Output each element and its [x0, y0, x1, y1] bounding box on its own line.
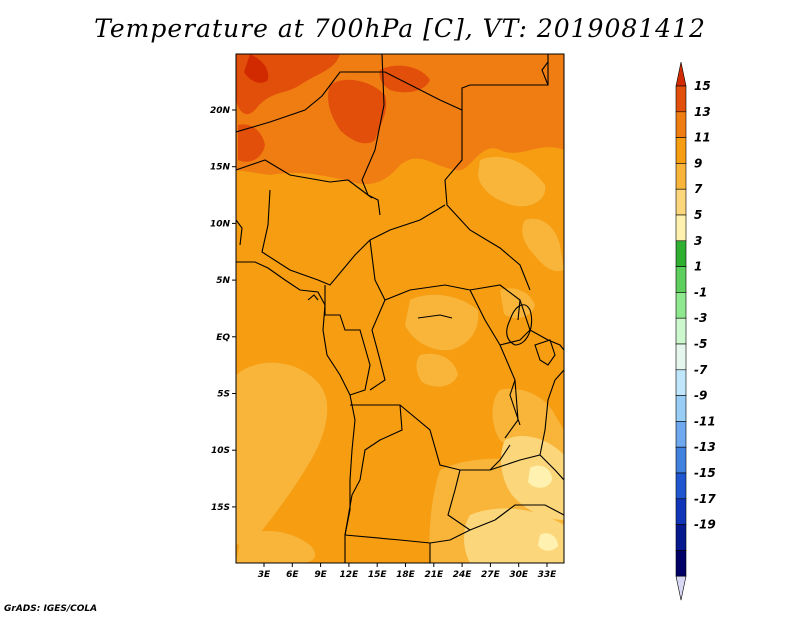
grads-credit: GrADS: IGES/COLA [4, 604, 98, 614]
colorbar-swatch [675, 498, 687, 525]
colorbar-label: -17 [694, 492, 716, 506]
x-tick-label: 33E [538, 570, 558, 580]
y-tick-label: 10S [211, 446, 230, 456]
colorbar-label: -11 [694, 414, 716, 428]
colorbar-label: -5 [694, 337, 707, 351]
colorbar-label: 15 [694, 79, 711, 93]
x-tick-label: 30E [509, 570, 529, 580]
colorbar-swatch [675, 240, 687, 267]
colorbar-swatch [675, 292, 687, 319]
y-axis: 20N 15N 10N 5N EQ 5S 10S 15S [210, 106, 236, 513]
x-tick-label: 18E [396, 570, 416, 580]
x-tick-label: 24E [453, 570, 473, 580]
colorbar-swatch [675, 472, 687, 500]
colorbar-swatch [675, 343, 687, 371]
colorbar-label: 3 [694, 234, 702, 248]
colorbar-label: 5 [694, 208, 702, 222]
y-tick-label: EQ [216, 333, 230, 343]
colorbar-swatch [675, 421, 687, 448]
colorbar-swatch [675, 550, 687, 577]
colorbar-swatch [675, 317, 687, 345]
colorbar-swatch [675, 266, 687, 293]
colorbar-label: -15 [694, 466, 716, 480]
x-tick-label: 9E [314, 570, 327, 580]
colorbar-bottom-arrow [675, 575, 687, 601]
colorbar-swatch [675, 214, 687, 242]
colorbar-swatch [675, 163, 687, 190]
colorbar-label: -7 [694, 363, 708, 377]
x-tick-label: 12E [340, 570, 360, 580]
colorbar-swatch [675, 369, 687, 396]
y-tick-label: 15N [210, 163, 231, 173]
x-tick-label: 3E [258, 570, 271, 580]
colorbar-swatch [675, 524, 687, 551]
colorbar-swatch [675, 111, 687, 138]
colorbar-swatch [675, 85, 687, 113]
colorbar-swatch [675, 137, 687, 164]
y-tick-label: 5N [216, 276, 230, 286]
colorbar-label: -13 [694, 440, 716, 454]
colorbar-label: 13 [694, 105, 711, 119]
x-axis: 3E 6E 9E 12E 15E 18E 21E 24E 27E 30E 33E [258, 563, 557, 580]
colorbar: 15 13 11 9 7 5 3 1 -1 -3 -5 -7 -9 -11 -13 -15 -17 -19 [675, 61, 716, 601]
colorbar-swatch [675, 188, 687, 216]
x-tick-label: 15E [368, 570, 388, 580]
y-tick-label: 15S [211, 503, 230, 513]
colorbar-label: -1 [694, 285, 707, 299]
colorbar-label: 7 [694, 182, 703, 196]
map-frame [235, 53, 565, 564]
colorbar-label: 1 [694, 260, 702, 274]
x-tick-label: 21E [424, 570, 444, 580]
colorbar-label: 9 [694, 156, 702, 170]
x-tick-label: 6E [286, 570, 299, 580]
colorbar-swatch [675, 446, 687, 474]
colorbar-label: -3 [694, 311, 707, 325]
colorbar-label: -9 [694, 389, 707, 403]
y-tick-label: 10N [210, 219, 231, 229]
x-tick-label: 27E [481, 570, 501, 580]
colorbar-top-arrow [675, 61, 687, 87]
temperature-field [236, 54, 564, 563]
colorbar-label: -19 [694, 518, 716, 532]
y-tick-label: 5S [217, 390, 230, 400]
country-borders [236, 54, 564, 563]
colorbar-label: 11 [694, 131, 711, 145]
y-tick-label: 20N [210, 106, 231, 116]
chart-title: Temperature at 700hPa [C], VT: 201908141… [94, 14, 706, 43]
colorbar-swatch [675, 395, 687, 422]
